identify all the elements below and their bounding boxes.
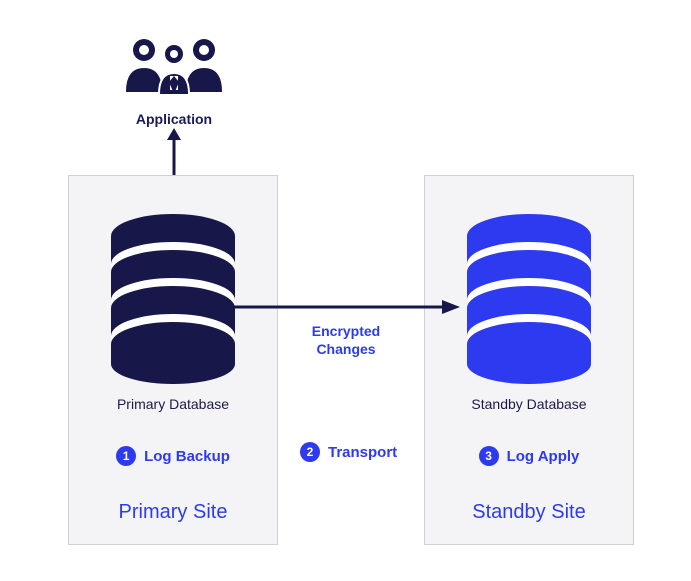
primary-site-title: Primary Site <box>69 501 277 524</box>
transport-step-row: 2 Transport <box>300 442 397 462</box>
standby-site-title: Standby Site <box>425 501 633 524</box>
step-2-circle: 2 <box>300 442 320 462</box>
step-1-circle: 1 <box>116 446 136 466</box>
standby-step-row: 3 Log Apply <box>425 446 633 466</box>
primary-site-box: Primary Database 1 Log Backup Primary Si… <box>68 175 278 545</box>
horizontal-arrow <box>230 297 460 317</box>
application-label: Application <box>114 111 234 127</box>
step-1-label: Log Backup <box>144 448 230 465</box>
primary-db-label: Primary Database <box>69 396 277 412</box>
application-group: Application <box>114 32 234 127</box>
database-icon-primary <box>108 214 238 384</box>
users-icon <box>114 32 234 102</box>
step-3-label: Log Apply <box>507 448 580 465</box>
standby-db-label: Standby Database <box>425 396 633 412</box>
standby-site-box: Standby Database 3 Log Apply Standby Sit… <box>424 175 634 545</box>
database-icon-standby <box>464 214 594 384</box>
step-3-circle: 3 <box>479 446 499 466</box>
primary-step-row: 1 Log Backup <box>69 446 277 466</box>
encrypted-changes-label: Encrypted Changes <box>296 322 396 358</box>
step-2-label: Transport <box>328 444 397 461</box>
